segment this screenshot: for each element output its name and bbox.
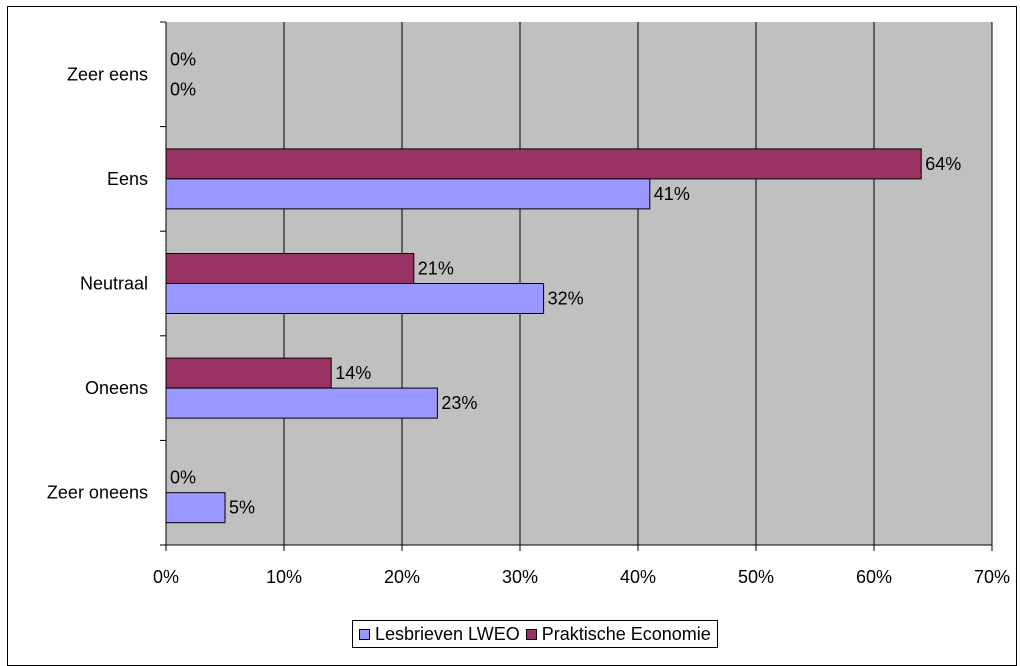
legend: Lesbrieven LWEO Praktische Economie <box>352 620 718 648</box>
y-category-label: Zeer eens <box>67 64 148 84</box>
x-tick-label: 20% <box>384 567 420 587</box>
bar-praktische-economie <box>165 148 922 180</box>
bar-lesbrieven-lweo <box>165 492 226 524</box>
data-label-praktische-economie: 14% <box>335 363 371 383</box>
x-tick-label: 70% <box>974 567 1010 587</box>
legend-item-praktische: Praktische Economie <box>525 623 711 645</box>
data-label-lesbrieven-lweo: 41% <box>654 184 690 204</box>
x-tick-label: 0% <box>153 567 179 587</box>
data-label-lesbrieven-lweo: 5% <box>229 498 255 518</box>
x-tick-label: 40% <box>620 567 656 587</box>
data-label-lesbrieven-lweo: 23% <box>441 393 477 413</box>
legend-swatch-praktische <box>525 628 537 640</box>
bar-lesbrieven-lweo <box>165 387 438 419</box>
legend-label-praktische: Praktische Economie <box>541 623 711 644</box>
y-category-label: Neutraal <box>80 274 148 294</box>
y-category-label: Oneens <box>85 378 148 398</box>
legend-item-lesbrieven: Lesbrieven LWEO <box>359 624 520 645</box>
data-label-praktische-economie: 0% <box>170 49 196 69</box>
y-category-label: Zeer oneens <box>47 483 148 503</box>
data-label-praktische-economie: 0% <box>170 468 196 488</box>
y-category-label: Eens <box>107 169 148 189</box>
bar-praktische-economie <box>165 253 415 284</box>
x-tick-label: 30% <box>502 567 538 587</box>
bar-lesbrieven-lweo <box>165 283 545 314</box>
bar-praktische-economie <box>165 357 332 389</box>
x-tick-label: 60% <box>856 567 892 587</box>
data-label-praktische-economie: 21% <box>418 259 454 279</box>
x-tick-label: 50% <box>738 567 774 587</box>
data-label-lesbrieven-lweo: 32% <box>548 289 584 309</box>
bar-lesbrieven-lweo <box>165 178 651 210</box>
data-label-lesbrieven-lweo: 0% <box>170 79 196 99</box>
x-tick-label: 10% <box>266 567 302 587</box>
data-label-praktische-economie: 64% <box>925 154 961 174</box>
legend-label-lesbrieven: Lesbrieven LWEO <box>375 623 520 644</box>
legend-swatch-lesbrieven <box>359 628 370 640</box>
